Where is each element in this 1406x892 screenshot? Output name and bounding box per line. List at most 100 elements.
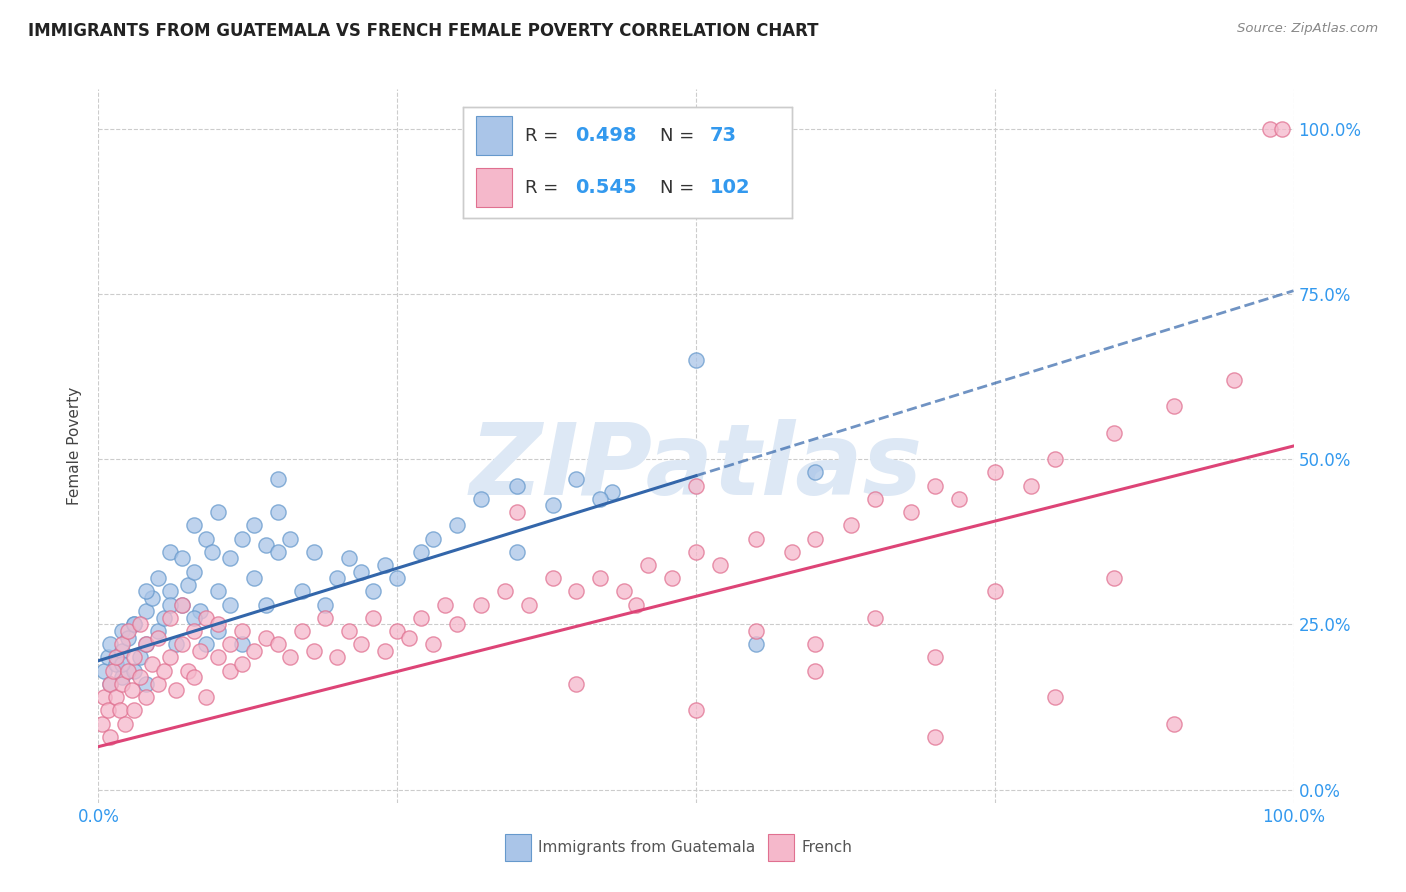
Point <box>91 716 114 731</box>
FancyBboxPatch shape <box>768 834 794 862</box>
Point <box>446 617 468 632</box>
Point <box>141 591 163 605</box>
Point <box>183 624 205 638</box>
Point <box>141 657 163 671</box>
Point <box>626 598 648 612</box>
Point <box>1043 690 1066 704</box>
Point <box>363 584 385 599</box>
Point <box>124 664 146 678</box>
Point <box>135 690 157 704</box>
Point <box>153 611 176 625</box>
Point <box>129 670 152 684</box>
Point <box>411 611 433 625</box>
Point <box>339 624 361 638</box>
Point <box>339 551 361 566</box>
Point <box>1104 571 1126 585</box>
Point <box>129 650 152 665</box>
Point <box>865 611 887 625</box>
Point <box>363 611 385 625</box>
Text: Source: ZipAtlas.com: Source: ZipAtlas.com <box>1237 22 1378 36</box>
Point <box>1258 121 1281 136</box>
Point <box>804 637 827 651</box>
Point <box>470 598 492 612</box>
Point <box>1104 425 1126 440</box>
Point <box>350 637 373 651</box>
Text: Immigrants from Guatemala: Immigrants from Guatemala <box>538 840 755 855</box>
Point <box>111 644 134 658</box>
Point <box>183 565 205 579</box>
Point <box>183 611 205 625</box>
Point <box>422 637 444 651</box>
Point <box>841 518 863 533</box>
Point <box>243 518 266 533</box>
Text: ZIPatlas: ZIPatlas <box>470 419 922 516</box>
Point <box>207 650 229 665</box>
Point <box>97 703 120 717</box>
Point <box>172 598 194 612</box>
Point <box>637 558 659 572</box>
Point <box>541 571 564 585</box>
Point <box>135 584 157 599</box>
Point <box>350 565 373 579</box>
Point <box>148 571 170 585</box>
Point <box>385 624 409 638</box>
Point <box>172 551 194 566</box>
Point <box>98 677 122 691</box>
Point <box>315 598 337 612</box>
Point <box>135 637 157 651</box>
Point <box>111 624 134 638</box>
Point <box>124 650 146 665</box>
Point <box>111 637 134 651</box>
Text: French: French <box>801 840 852 855</box>
Point <box>565 584 588 599</box>
Point <box>984 466 1007 480</box>
Point <box>124 617 146 632</box>
Point <box>948 491 970 506</box>
Point <box>865 491 887 506</box>
Point <box>114 716 136 731</box>
Point <box>984 584 1007 599</box>
Point <box>183 518 205 533</box>
Point <box>195 637 218 651</box>
Point <box>148 631 170 645</box>
Point <box>111 657 134 671</box>
Point <box>148 624 170 638</box>
Point <box>685 353 707 368</box>
Point <box>121 683 143 698</box>
Point <box>661 571 683 585</box>
Point <box>98 730 122 744</box>
Point <box>517 598 540 612</box>
Point <box>195 611 218 625</box>
Point <box>207 617 229 632</box>
Point <box>565 472 588 486</box>
Point <box>745 624 768 638</box>
Point <box>506 505 529 519</box>
Point <box>231 532 253 546</box>
Point <box>422 532 444 546</box>
Point <box>326 571 349 585</box>
Point <box>506 478 529 492</box>
Point <box>267 472 290 486</box>
Point <box>172 637 194 651</box>
Point <box>267 637 290 651</box>
Point <box>602 485 624 500</box>
Point <box>159 611 181 625</box>
Point <box>589 491 612 506</box>
Point <box>111 670 134 684</box>
Point <box>254 631 277 645</box>
Point <box>1163 716 1185 731</box>
Point <box>302 545 325 559</box>
Point <box>148 677 170 691</box>
Point <box>219 664 242 678</box>
Point <box>446 518 468 533</box>
Point <box>153 664 176 678</box>
Point <box>159 545 181 559</box>
Point <box>231 624 253 638</box>
Point <box>613 584 636 599</box>
Point <box>159 598 181 612</box>
Point <box>108 703 131 717</box>
Point <box>105 690 128 704</box>
Point <box>172 598 194 612</box>
Point <box>494 584 516 599</box>
Point <box>159 650 181 665</box>
